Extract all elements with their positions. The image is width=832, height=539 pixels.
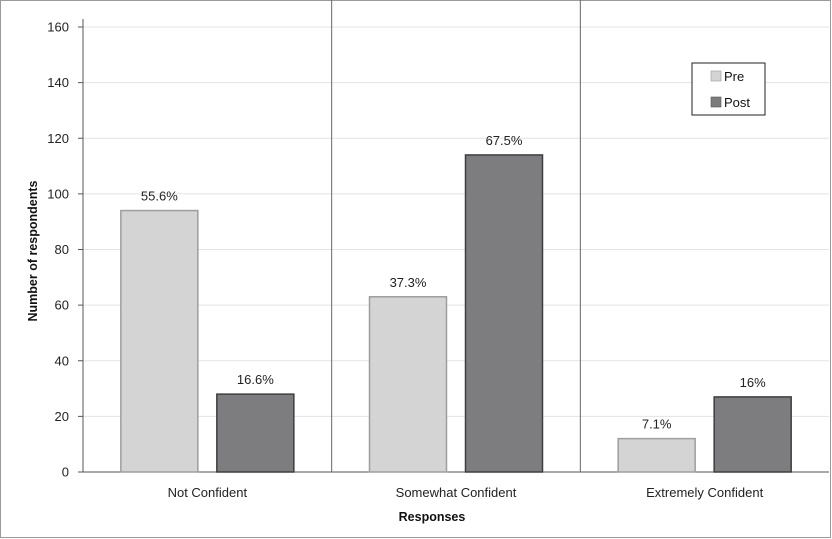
legend-swatch-post (710, 96, 722, 108)
y-tick-label: 40 (55, 353, 69, 368)
data-label: 16.6% (237, 372, 274, 387)
bar-post-2 (713, 396, 792, 473)
legend-label-pre: Pre (724, 69, 744, 84)
bar-pre-1 (368, 296, 448, 473)
bar-post-0 (216, 393, 295, 473)
x-axis-title: Responses (399, 510, 466, 524)
category-label: Not Confident (168, 485, 248, 500)
y-tick-labels: 0 20 40 60 80 100 120 140 160 (47, 20, 69, 480)
y-tick-label: 160 (47, 20, 69, 35)
y-tick-label: 120 (47, 131, 69, 146)
data-label: 16% (740, 375, 766, 390)
y-tick-label: 0 (62, 465, 69, 480)
bars (120, 154, 792, 473)
bar-pre-2 (617, 437, 696, 473)
y-tick-label: 100 (47, 186, 69, 201)
data-label: 37.3% (390, 275, 427, 290)
data-labels: 55.6% 16.6% 37.3% 67.5% 7.1% 16% (141, 133, 766, 432)
data-label: 7.1% (642, 417, 672, 432)
data-label: 55.6% (141, 189, 178, 204)
legend-swatch-pre (710, 70, 722, 82)
legend-label-post: Post (724, 95, 750, 110)
y-tick-label: 20 (55, 409, 69, 424)
y-tick-label: 60 (55, 298, 69, 313)
y-tick-label: 80 (55, 242, 69, 257)
bar-post-1 (464, 154, 544, 473)
category-labels: Not Confident Somewhat Confident Extremely… (168, 485, 764, 500)
legend-box (691, 62, 766, 116)
category-label: Extremely Confident (646, 485, 763, 500)
data-label: 67.5% (486, 133, 523, 148)
y-tick-label: 140 (47, 75, 69, 90)
bar-pre-0 (120, 209, 199, 473)
category-label: Somewhat Confident (396, 485, 517, 500)
y-axis-title: Number of respondents (26, 180, 40, 321)
legend: Pre Post (691, 62, 766, 116)
